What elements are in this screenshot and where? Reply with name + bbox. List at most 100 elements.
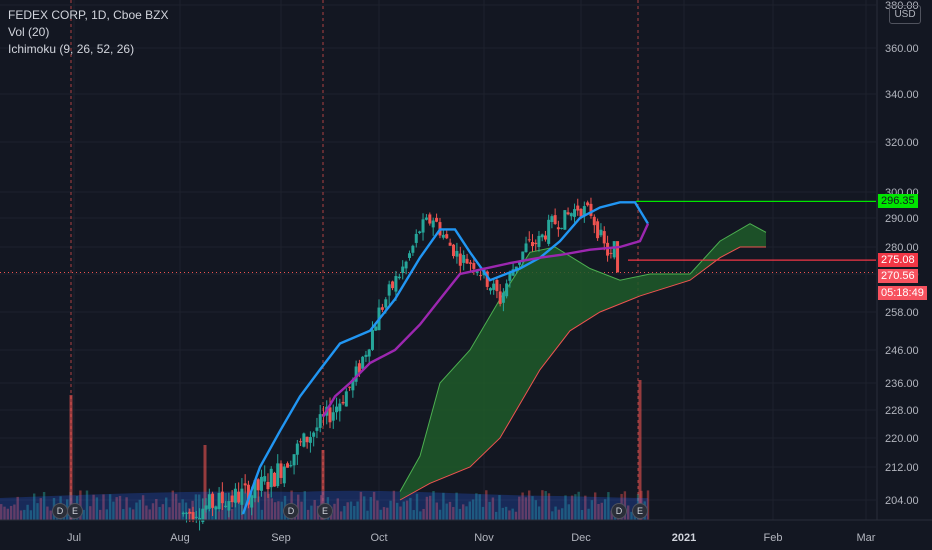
candle-body [609, 252, 613, 254]
dividend-marker[interactable]: D [283, 503, 299, 519]
candle-body [299, 441, 303, 443]
candle-body [579, 208, 583, 217]
price-tick-label: 204.00 [885, 495, 919, 507]
candle-body [452, 244, 456, 257]
candle-body [194, 516, 198, 518]
candle-body [341, 401, 345, 404]
currency-badge[interactable]: USD [889, 5, 921, 24]
candle-body [256, 479, 260, 491]
candle-body [589, 203, 593, 216]
candle-body [243, 483, 247, 486]
earnings-marker[interactable]: E [632, 503, 648, 519]
candle-body [312, 432, 316, 437]
volume-bar [85, 490, 89, 520]
candle-body [233, 488, 237, 503]
volume-bar [448, 501, 452, 520]
volume-bar [231, 508, 234, 520]
candle-body [550, 216, 554, 223]
volume-bar [89, 506, 92, 520]
volume-bar [13, 504, 16, 520]
candle-body [335, 406, 339, 413]
volume-bar [300, 501, 303, 520]
legend-symbol[interactable]: FEDEX CORP, 1D, Cboe BZX [8, 8, 169, 22]
candle-body [391, 281, 395, 289]
volume-bar [402, 501, 405, 520]
candle-body [191, 512, 195, 520]
volume-bar [359, 491, 363, 520]
volume-bar [303, 491, 306, 520]
candle-body [380, 307, 384, 310]
volume-bar [587, 508, 590, 520]
candle-body [217, 492, 221, 510]
volume-bar [501, 507, 504, 520]
candle-body [472, 263, 476, 269]
volume-bar [534, 500, 537, 520]
volume-bar [353, 505, 356, 520]
volume-bar [498, 495, 501, 520]
volume-bar [336, 498, 339, 520]
price-tick-label: 236.00 [885, 378, 919, 390]
candle-body [246, 484, 250, 505]
price-tag-leading-span: 296.35 [878, 194, 918, 208]
volume-bar [23, 509, 26, 520]
candle-body [305, 436, 309, 443]
volume-bar [132, 509, 135, 520]
price-tick-label: 246.00 [885, 345, 919, 357]
candle-body [282, 466, 286, 484]
candle-body [272, 472, 276, 487]
legend-ichimoku[interactable]: Ichimoku (9, 26, 52, 26) [8, 42, 135, 56]
volume-bar [462, 504, 465, 520]
candle-body [269, 468, 273, 488]
volume-bar [260, 509, 264, 520]
volume-bar [521, 492, 524, 520]
candle-body [387, 284, 391, 296]
volume-bar [161, 504, 165, 520]
candle-body [204, 505, 208, 510]
volume-bar [29, 510, 33, 520]
volume-bar [108, 494, 112, 520]
dividend-marker[interactable]: D [611, 503, 627, 519]
candle-body [253, 480, 257, 499]
volume-bar [547, 493, 551, 520]
volume-bar [458, 508, 462, 520]
candle-body [315, 427, 319, 431]
volume-bar [514, 511, 518, 520]
volume-bar [541, 490, 544, 520]
volume-bar [46, 506, 49, 520]
volume-bar [49, 510, 52, 520]
volume-bar [389, 500, 392, 520]
volume-bar [277, 501, 280, 520]
volume-bar [508, 510, 511, 520]
volume-bar [429, 495, 432, 520]
time-tick-label: Dec [571, 532, 591, 544]
volume-bar [366, 510, 369, 520]
candle-body [582, 206, 586, 217]
candle-body [527, 239, 531, 241]
dividend-marker[interactable]: D [52, 503, 68, 519]
candle-body [505, 283, 509, 297]
volume-bar [234, 497, 237, 520]
volume-bar [217, 511, 221, 520]
volume-bar [577, 491, 580, 520]
legend-volume[interactable]: Vol (20) [8, 25, 50, 39]
candle-body [411, 245, 415, 253]
candle-body [211, 493, 215, 508]
volume-spike [638, 380, 642, 520]
volume-bar [386, 507, 389, 520]
candle-body [276, 463, 280, 487]
volume-bar [346, 502, 349, 520]
price-tick-label: 220.00 [885, 433, 919, 445]
candle-body [344, 391, 348, 407]
earnings-marker[interactable]: E [67, 503, 83, 519]
volume-bar [412, 510, 415, 520]
earnings-marker[interactable]: E [317, 503, 333, 519]
volume-bar [356, 501, 359, 520]
volume-bar [567, 504, 570, 520]
volume-bar [264, 491, 267, 520]
volume-bar [488, 501, 491, 520]
volume-bar [600, 502, 603, 520]
price-tick-label: 228.00 [885, 405, 919, 417]
time-tick-label: Nov [474, 532, 494, 544]
